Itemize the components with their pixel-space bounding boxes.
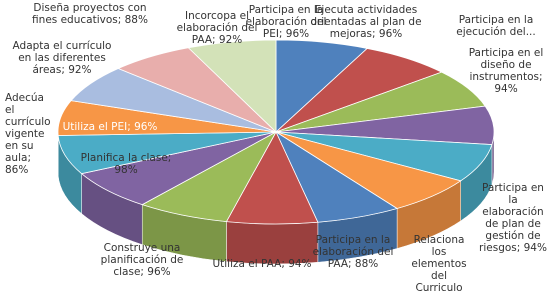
slice-label: Adapta el currículo en las diferentes ár… — [12, 40, 112, 76]
slice-label: Participa en la elaboración de plan de g… — [479, 182, 547, 254]
slice-label: Ejecuta actividades orientadas al plan d… — [310, 4, 422, 40]
slice-label: Construye una planificación de clase; 96… — [100, 242, 184, 278]
slice-label: Utiliza el PEI; 96% — [62, 121, 158, 133]
slice-label: Utiliza el PAA; 94% — [212, 258, 312, 270]
slice-label: Participa en la ejecución del... — [456, 14, 536, 38]
slice-label: Adecúa el currículo vigente en su aula; … — [5, 92, 51, 176]
slice-label: Planifica la clase; 98% — [80, 152, 172, 176]
slice-label: Relaciona los elementos del Curriculo — [411, 234, 467, 294]
slice-label: Participa en la elaboración del PAA; 88% — [312, 234, 394, 270]
slice-label: Participa en la elaboración del PEI; 96% — [245, 4, 327, 40]
slice — [187, 39, 277, 133]
slice-label: Participa en el diseño de instrumentos; … — [468, 47, 544, 95]
slice-label: Diseña proyectos con fines educativos; 8… — [32, 2, 148, 26]
slice-label: Incorcopa el elaboración del PAA; 92% — [176, 10, 258, 46]
